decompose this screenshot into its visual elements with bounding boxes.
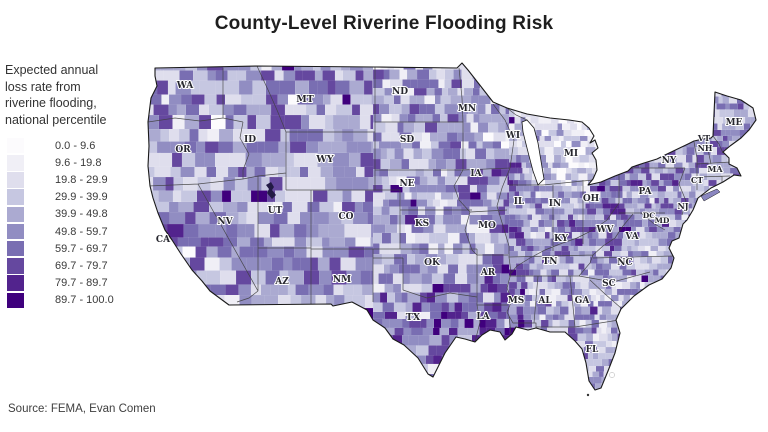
state-label-WA: WA: [176, 81, 195, 91]
legend-range-label: 79.7 - 89.7: [55, 277, 108, 290]
state-label-KS: KS: [415, 219, 429, 229]
state-label-AL: AL: [537, 296, 552, 306]
legend-range-label: 59.7 - 69.7: [55, 242, 108, 255]
state-label-VA: VA: [624, 232, 639, 242]
state-label-MN: MN: [458, 104, 476, 114]
state-label-WV: WV: [595, 225, 614, 235]
state-label-NV: NV: [217, 217, 233, 227]
state-label-OR: OR: [175, 145, 191, 155]
state-label-NY: NY: [662, 156, 677, 166]
legend-range-label: 49.8 - 59.7: [55, 225, 108, 238]
state-label-MS: MS: [508, 296, 524, 306]
legend-range-label: 69.7 - 79.7: [55, 259, 108, 272]
lakes-layer: [266, 119, 721, 397]
us-outline-stroke: [147, 62, 757, 391]
page-title: County-Level Riverine Flooding Risk: [214, 13, 554, 34]
legend-range-label: 0.0 - 9.6: [55, 139, 96, 152]
county-cells-layer: [148, 63, 756, 390]
long-island: [700, 188, 721, 202]
state-label-NC: NC: [617, 258, 632, 268]
state-label-NE: NE: [399, 179, 414, 189]
state-label-NJ: NJ: [677, 201, 688, 211]
state-label-SD: SD: [400, 135, 414, 145]
state-label-MI: MI: [564, 149, 578, 159]
state-label-FL: FL: [586, 345, 599, 355]
state-label-IN: IN: [549, 199, 561, 209]
legend-range-label: 9.6 - 19.8: [55, 156, 102, 169]
legend-swatch: [7, 258, 24, 274]
legend-row: 29.9 - 39.9: [0, 189, 140, 206]
legend-swatch: [7, 240, 24, 257]
state-label-SC: SC: [602, 279, 616, 289]
legend-swatch: [7, 172, 24, 188]
legend-row: 19.8 - 29.9: [0, 171, 140, 188]
state-label-DC: DC: [643, 211, 656, 220]
state-label-KY: KY: [554, 234, 569, 244]
state-label-VT: VT: [697, 133, 710, 143]
legend-rows: 0.0 - 9.6 9.6 - 19.8 19.8 - 29.9 29.9 - 39.…: [0, 137, 140, 309]
state-label-MO: MO: [478, 221, 496, 231]
state-label-OK: OK: [424, 258, 441, 268]
us-county-choropleth-map: WA OR CA NV ID MT WY UT AZ NM CO ND SD NE KS OK TX MN IA MO…: [147, 62, 757, 397]
state-labels-layer: WA OR CA NV ID MT WY UT AZ NM CO ND SD NE KS OK TX MN IA MO…: [155, 80, 744, 356]
state-label-MD: MD: [655, 216, 670, 225]
state-label-LA: LA: [476, 312, 490, 322]
legend-row: 69.7 - 79.7: [0, 257, 140, 274]
legend-row: 0.0 - 9.6: [0, 137, 140, 154]
state-label-GA: GA: [575, 296, 591, 306]
state-label-CA: CA: [156, 235, 171, 245]
state-label-ND: ND: [392, 87, 408, 97]
lake-michigan: [521, 119, 545, 186]
state-label-CO: CO: [338, 212, 353, 222]
state-label-WY: WY: [315, 154, 334, 165]
legend-range-label: 39.9 - 49.8: [55, 208, 108, 221]
lake-okeechobee: [609, 372, 615, 378]
legend-row: 89.7 - 100.0: [0, 292, 140, 309]
source-note: Source: FEMA, Evan Comen: [8, 403, 156, 415]
legend-row: 79.7 - 89.7: [0, 275, 140, 292]
legend-swatch: [7, 137, 24, 154]
legend-swatch: [7, 189, 24, 205]
legend-range-label: 29.9 - 39.9: [55, 191, 108, 204]
state-label-CT: CT: [691, 175, 703, 185]
state-label-IL: IL: [514, 197, 525, 207]
state-label-UT: UT: [268, 206, 283, 216]
state-label-IA: IA: [470, 169, 482, 179]
great-salt-lake-icon: [266, 182, 276, 199]
state-label-NH: NH: [698, 143, 713, 153]
legend-row: 39.9 - 49.8: [0, 206, 140, 223]
state-label-MT: MT: [296, 94, 314, 105]
state-borders: [148, 65, 732, 343]
legend-row: 49.8 - 59.7: [0, 223, 140, 240]
legend-row: 59.7 - 69.7: [0, 240, 140, 257]
state-label-TN: TN: [543, 257, 558, 267]
legend-swatch: [7, 206, 24, 223]
state-label-MA: MA: [707, 164, 723, 174]
state-label-ID: ID: [244, 135, 256, 145]
state-label-AR: AR: [480, 268, 496, 278]
legend-swatch: [7, 292, 24, 309]
us-outline-layer: [147, 62, 757, 391]
state-label-WI: WI: [505, 131, 520, 141]
legend-swatch: [7, 223, 24, 240]
state-label-TX: TX: [406, 312, 421, 323]
legend-swatch: [7, 155, 24, 171]
legend-swatch: [7, 275, 24, 291]
legend: Expected annual loss rate from riverine …: [0, 62, 140, 309]
legend-range-label: 19.8 - 29.9: [55, 173, 108, 186]
state-label-AZ: AZ: [274, 277, 289, 287]
state-label-OH: OH: [583, 194, 600, 204]
legend-title: Expected annual loss rate from riverine …: [5, 63, 107, 127]
state-label-NM: NM: [333, 275, 351, 285]
state-label-ME: ME: [726, 118, 743, 128]
legend-row: 9.6 - 19.8: [0, 154, 140, 171]
key-west-dot: [586, 393, 590, 397]
state-label-PA: PA: [638, 187, 652, 197]
legend-range-label: 89.7 - 100.0: [55, 294, 114, 307]
